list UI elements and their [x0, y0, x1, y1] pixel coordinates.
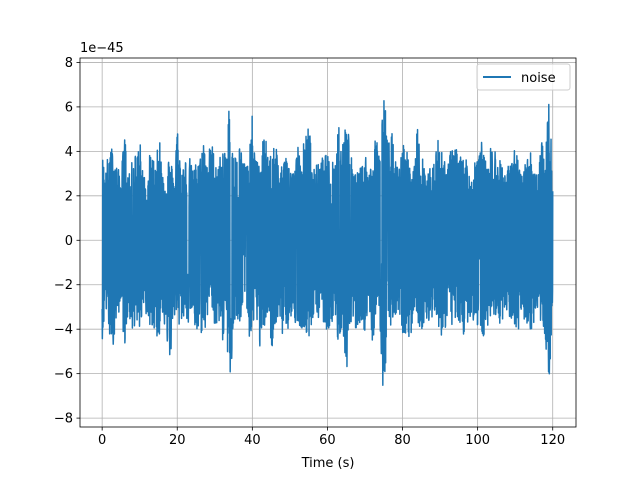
- x-tick-label: 20: [169, 433, 186, 448]
- y-tick-label: 6: [65, 100, 73, 115]
- x-tick-label: 120: [540, 433, 565, 448]
- x-tick-label: 100: [465, 433, 490, 448]
- x-tick-label: 40: [244, 433, 261, 448]
- y-tick-label: −4: [54, 323, 73, 338]
- series-line-noise: [101, 99, 554, 386]
- tick-layer: 0 20 40 60 80 100 120 −8 −6 −4 −2 0 2 4 6 8: [54, 56, 565, 448]
- legend-frame: [476, 63, 571, 91]
- legend-label-noise: noise: [521, 71, 556, 86]
- y-tick-label: 8: [65, 56, 73, 71]
- y-tick-label: −8: [54, 412, 73, 427]
- y-axis-offset-text: 1e−45: [80, 41, 124, 56]
- y-tick-label: 0: [65, 234, 73, 249]
- x-tick-label: 80: [394, 433, 411, 448]
- x-axis-label: Time (s): [301, 456, 355, 471]
- x-tick-label: 0: [98, 433, 106, 448]
- series-layer: [101, 99, 554, 386]
- y-tick-label: 2: [65, 189, 73, 204]
- y-tick-label: −6: [54, 367, 73, 382]
- legend: noise: [476, 63, 571, 91]
- plot-area-frame: [79, 57, 577, 428]
- x-tick-label: 60: [319, 433, 336, 448]
- y-tick-label: 4: [65, 145, 73, 160]
- y-tick-label: −2: [54, 278, 73, 293]
